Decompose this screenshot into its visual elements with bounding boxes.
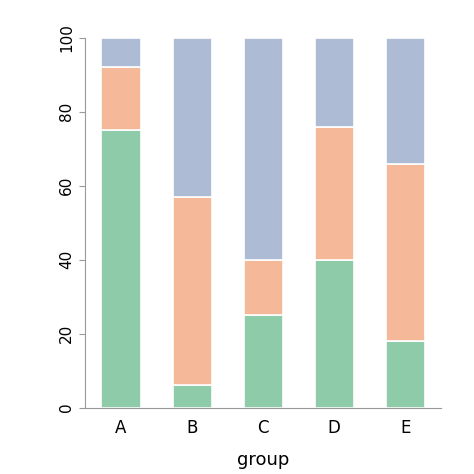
Bar <box>315 127 354 260</box>
Bar <box>315 38 354 127</box>
Bar <box>385 341 425 408</box>
Bar <box>244 260 283 315</box>
Bar <box>385 38 425 164</box>
Bar <box>101 67 141 130</box>
Bar <box>244 38 283 260</box>
Bar <box>173 197 211 385</box>
Bar <box>244 315 283 408</box>
Bar <box>101 38 141 67</box>
Bar <box>315 260 354 408</box>
Bar <box>101 130 141 408</box>
Bar <box>173 38 211 197</box>
Bar <box>173 385 211 408</box>
X-axis label: group: group <box>237 451 289 469</box>
Bar <box>385 164 425 341</box>
